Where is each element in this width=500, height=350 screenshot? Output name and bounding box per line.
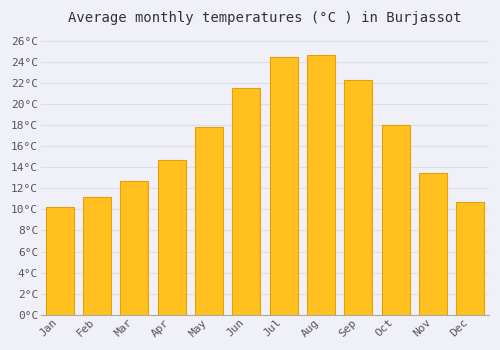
Bar <box>83 197 111 315</box>
Bar <box>307 55 335 315</box>
Title: Average monthly temperatures (°C ) in Burjassot: Average monthly temperatures (°C ) in Bu… <box>68 11 462 25</box>
Bar <box>344 80 372 315</box>
Bar <box>419 173 447 315</box>
Bar <box>382 125 409 315</box>
Bar <box>270 57 297 315</box>
Bar <box>232 88 260 315</box>
Bar <box>195 127 223 315</box>
Bar <box>158 160 186 315</box>
Bar <box>120 181 148 315</box>
Bar <box>456 202 484 315</box>
Bar <box>46 207 74 315</box>
